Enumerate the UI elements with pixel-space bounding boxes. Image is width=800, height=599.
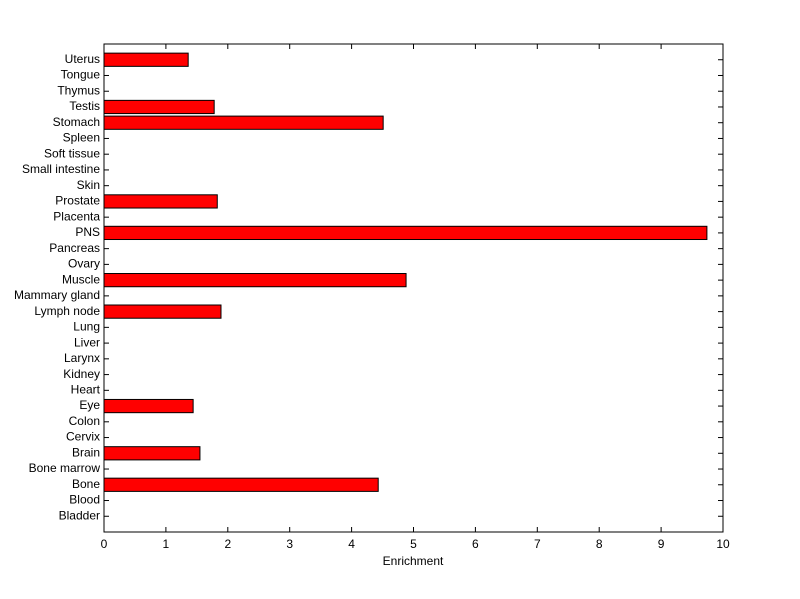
x-tick-label: 8 (596, 537, 603, 551)
bar (103, 446, 201, 461)
y-tick-label: Pancreas (49, 241, 100, 255)
bar (103, 398, 194, 414)
x-tick-label: 1 (163, 537, 170, 551)
y-tick-label: Skin (77, 178, 100, 192)
y-tick-label: Soft tissue (44, 146, 100, 160)
y-tick-label: Tongue (61, 68, 101, 82)
y-tick-label: Eye (79, 398, 100, 412)
y-tick-label: Small intestine (22, 162, 100, 176)
y-tick-label: Bone (72, 477, 100, 491)
y-tick-label: Testis (69, 99, 100, 113)
y-tick-label: Blood (69, 493, 100, 507)
bar (103, 304, 222, 319)
y-tick-label: Brain (72, 445, 100, 459)
y-tick-label: Stomach (53, 115, 100, 129)
y-tick-label: Lymph node (34, 304, 100, 318)
x-tick-label: 7 (534, 537, 541, 551)
bar (103, 194, 218, 209)
y-tick-label: Bladder (59, 508, 100, 522)
y-tick-label: Prostate (55, 194, 100, 208)
y-tick-label: Colon (69, 414, 100, 428)
y-tick-label: Thymus (57, 83, 100, 97)
y-tick-label: Larynx (64, 351, 100, 365)
y-tick-label: Cervix (66, 430, 100, 444)
x-tick-label: 9 (658, 537, 665, 551)
x-tick-label: 10 (716, 537, 730, 551)
y-tick-label: Spleen (63, 131, 100, 145)
y-tick-label: PNS (75, 225, 100, 239)
x-tick-label: 0 (101, 537, 108, 551)
x-tick-label: 2 (224, 537, 231, 551)
y-tick-label: Ovary (68, 257, 100, 271)
y-tick-label: Lung (73, 320, 100, 334)
y-tick-label: Placenta (53, 209, 100, 223)
bar (103, 115, 384, 130)
x-tick-label: 4 (348, 537, 355, 551)
y-tick-label: Heart (71, 382, 101, 396)
bar (103, 273, 407, 288)
y-tick-label: Uterus (65, 52, 100, 66)
bar (103, 52, 189, 67)
x-tick-label: 5 (410, 537, 417, 551)
bar (103, 99, 215, 115)
x-axis-label: Enrichment (383, 554, 444, 568)
y-tick-label: Muscle (62, 272, 100, 286)
y-tick-label: Liver (74, 335, 100, 349)
y-tick-label: Kidney (63, 367, 100, 381)
y-tick-label: Mammary gland (14, 288, 100, 302)
bar (103, 225, 708, 241)
x-tick-label: 6 (472, 537, 479, 551)
bar (103, 477, 379, 492)
y-tick-label: Bone marrow (29, 461, 101, 475)
x-tick-label: 3 (286, 537, 293, 551)
